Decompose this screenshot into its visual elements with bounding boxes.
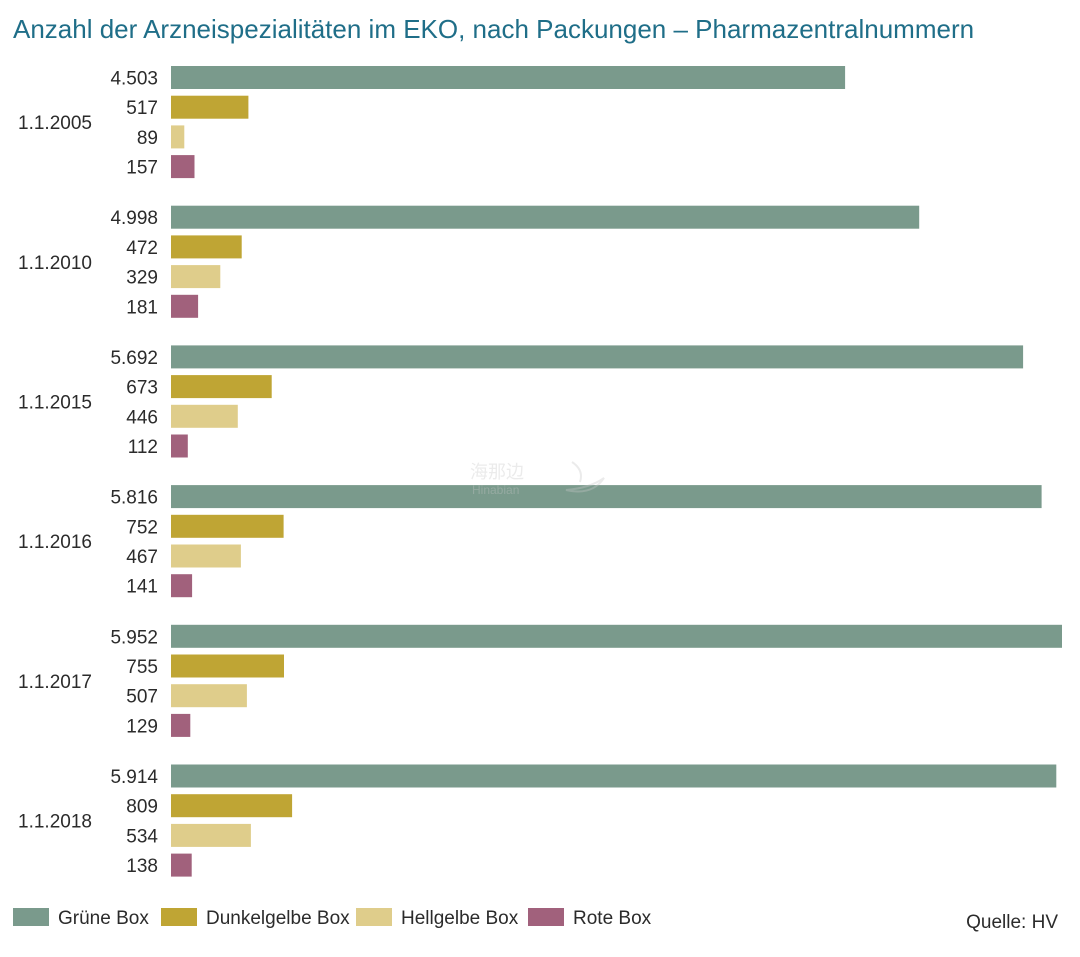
bar-3-1 [171,514,284,538]
bar-0-0 [171,66,846,89]
value-label-3-2: 467 [126,547,158,568]
legend-label-2: Hellgelbe Box [401,908,519,929]
watermark-text-cn: 海那边 [470,462,524,482]
bar-4-3 [171,713,191,737]
bar-0-3 [171,155,195,179]
value-label-5-3: 138 [126,856,158,877]
value-label-0-1: 517 [126,98,158,119]
bar-2-0 [171,345,1024,369]
bar-4-0 [171,624,1062,648]
legend-swatch-1 [161,908,197,926]
bars-layer: 1.1.2005 4.503 517 89 157 1.1.2010 4.998 472 329… [18,66,1062,877]
value-label-1-3: 181 [126,297,158,318]
legend-label-0: Grüne Box [58,908,149,929]
value-label-1-0: 4.998 [110,208,158,229]
bar-0-2 [171,125,185,149]
bar-2-3 [171,434,188,458]
bar-4-2 [171,684,247,708]
legend: Grüne Box Dunkelgelbe Box Hellgelbe Box Rot… [13,908,652,929]
value-label-4-0: 5.952 [110,627,158,648]
value-label-1-1: 472 [126,238,158,259]
value-label-3-3: 141 [126,577,158,598]
value-label-1-2: 329 [126,268,158,289]
legend-swatch-0 [13,908,49,926]
category-label-0: 1.1.2005 [18,113,92,134]
value-label-2-1: 673 [126,378,158,399]
watermark-logo: 海那边 Hinabian [470,461,605,497]
category-label-5: 1.1.2018 [18,812,92,833]
chart-title: Anzahl der Arzneispezialitäten im EKO, n… [13,14,974,44]
bar-3-0 [171,485,1042,509]
value-label-2-3: 112 [128,437,158,458]
legend-label-3: Rote Box [573,908,652,929]
bar-2-2 [171,404,238,428]
legend-swatch-2 [356,908,392,926]
bar-5-1 [171,794,293,818]
source-label: Quelle: HV [966,912,1058,933]
bar-0-1 [171,95,249,119]
bar-3-2 [171,544,241,568]
bar-5-3 [171,853,192,877]
value-label-2-0: 5.692 [110,348,158,369]
category-label-4: 1.1.2017 [18,672,92,693]
category-label-3: 1.1.2016 [18,532,92,553]
value-label-3-0: 5.816 [110,488,158,509]
bar-1-3 [171,294,199,318]
watermark-swoosh-icon [565,461,605,493]
value-label-4-1: 755 [126,657,158,678]
value-label-3-1: 752 [126,517,158,538]
value-label-5-0: 5.914 [110,767,158,788]
category-label-1: 1.1.2010 [18,253,92,274]
value-label-2-2: 446 [126,407,158,428]
bar-1-0 [171,205,920,229]
bar-5-2 [171,823,251,847]
watermark-text-en: Hinabian [472,483,519,497]
bar-2-1 [171,375,272,399]
bar-1-2 [171,265,221,289]
value-label-0-0: 4.503 [110,69,158,90]
bar-5-0 [171,764,1057,788]
value-label-0-3: 157 [126,158,158,179]
value-label-5-2: 534 [126,826,158,847]
legend-swatch-3 [528,908,564,926]
value-label-0-2: 89 [137,128,158,149]
legend-label-1: Dunkelgelbe Box [206,908,350,929]
bar-3-3 [171,574,193,598]
value-label-4-3: 129 [126,716,158,737]
bar-4-1 [171,654,284,678]
category-label-2: 1.1.2015 [18,392,92,413]
value-label-5-1: 809 [126,797,158,818]
value-label-4-2: 507 [126,687,158,708]
bar-1-1 [171,235,242,259]
